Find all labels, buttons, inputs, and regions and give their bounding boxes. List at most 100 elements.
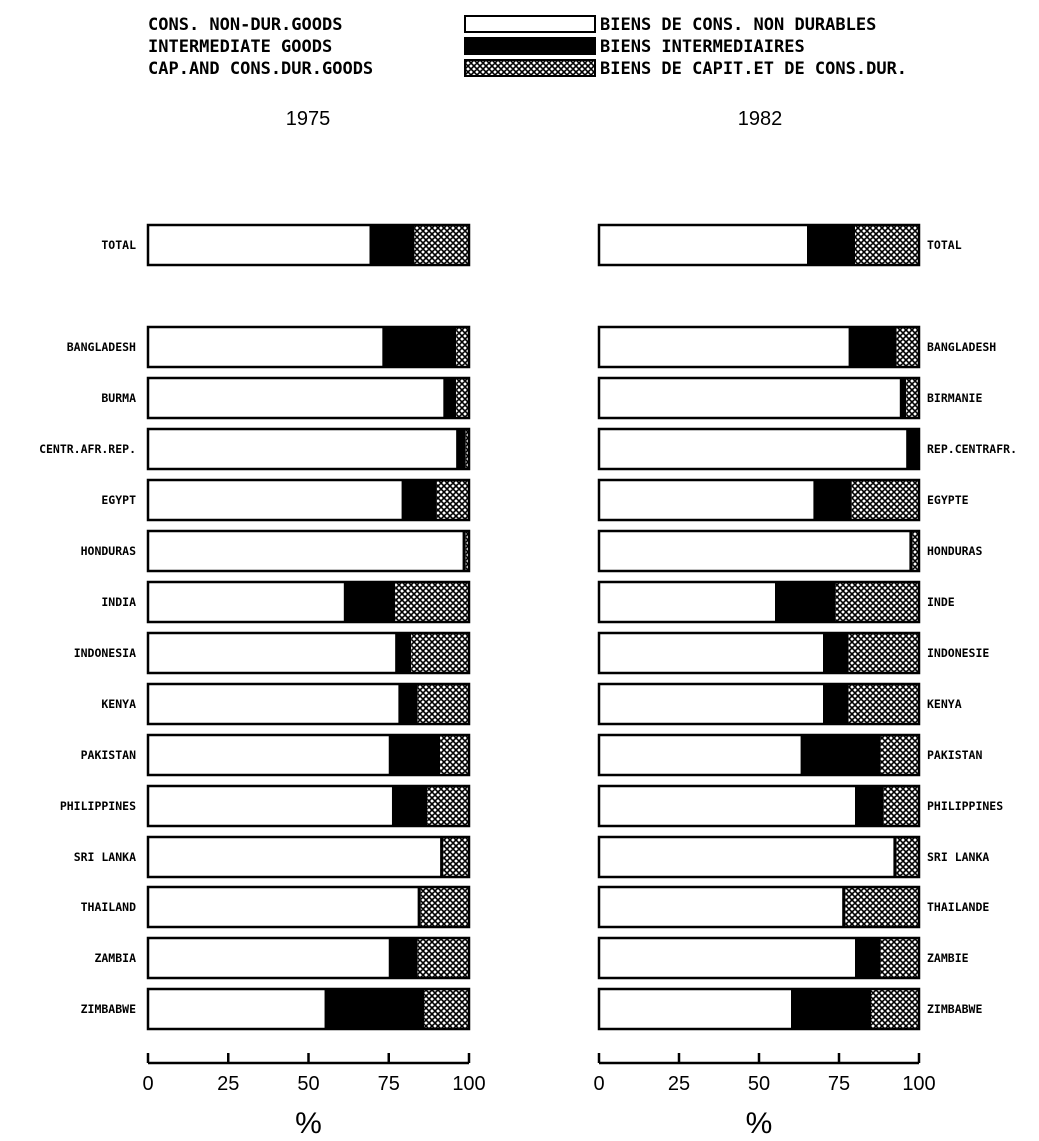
bar-segment-nondurable — [599, 684, 823, 724]
legend-label-en: INTERMEDIATE GOODS — [148, 37, 332, 57]
bar-outline — [597, 427, 921, 471]
x-tick-label: 75 — [378, 1073, 400, 1095]
category-label: BANGLADESH — [927, 340, 996, 354]
bar-segment-intermediate — [906, 429, 919, 469]
category-label: ZIMBABWE — [927, 1002, 982, 1016]
x-tick-label: 25 — [217, 1073, 239, 1095]
bar-segment-intermediate — [401, 480, 437, 520]
category-label: BURMA — [101, 391, 136, 405]
bar-outline — [597, 784, 921, 828]
x-tick-label: 0 — [142, 1073, 153, 1095]
bar-segment-nondurable — [148, 633, 396, 673]
x-tick-label: 100 — [452, 1073, 485, 1095]
category-label: REP.CENTRAFR. — [927, 442, 1017, 456]
bar-segment-nondurable — [599, 480, 814, 520]
legend: CONS. NON-DUR.GOODS BIENS DE CONS. NON D… — [148, 15, 907, 79]
bar-segment-capital — [417, 684, 469, 724]
bar-outline — [146, 885, 471, 929]
bar-segment-capital — [855, 225, 919, 265]
bar-segment-intermediate — [813, 480, 852, 520]
bar-segment-capital — [848, 684, 919, 724]
bar-segment-intermediate — [388, 938, 418, 978]
bar-outline — [146, 580, 471, 624]
bar-segment-nondurable — [148, 989, 325, 1029]
bar-segment-intermediate — [369, 225, 415, 265]
bar-outline — [146, 936, 471, 980]
chart-title-1982: 1982 — [738, 108, 783, 130]
category-label: THAILAND — [81, 900, 136, 914]
legend-item-capital: CAP.AND CONS.DUR.GOODS BIENS DE CAPIT.ET… — [148, 59, 907, 79]
category-label: PHILIPPINES — [60, 799, 136, 813]
bar-segment-capital — [880, 938, 919, 978]
bar-segment-capital — [414, 225, 469, 265]
bar-segment-capital — [420, 887, 469, 927]
bar-segment-capital — [427, 786, 469, 826]
bar-segment-nondurable — [148, 327, 383, 367]
bar-segment-intermediate — [417, 887, 421, 927]
category-label: HONDURAS — [927, 544, 982, 558]
bar-segment-nondurable — [599, 938, 855, 978]
bar-segment-capital — [395, 582, 469, 622]
bar-outline — [146, 478, 471, 522]
bar-segment-capital — [845, 887, 919, 927]
bar-segment-intermediate — [324, 989, 425, 1029]
bar-segment-nondurable — [148, 938, 389, 978]
bar-segment-nondurable — [599, 989, 791, 1029]
bar-segment-nondurable — [599, 735, 801, 775]
bar-segment-nondurable — [148, 735, 389, 775]
bar-segment-intermediate — [440, 837, 444, 877]
bar-segment-intermediate — [855, 786, 884, 826]
bar-segment-intermediate — [791, 989, 871, 1029]
legend-swatch-black — [464, 37, 596, 55]
category-label: INDONESIE — [927, 646, 989, 660]
bar-outline — [597, 835, 921, 879]
x-tick-label: 50 — [297, 1073, 319, 1095]
x-tick-label: 25 — [668, 1073, 690, 1095]
bar-segment-nondurable — [148, 887, 418, 927]
bar-segment-capital — [456, 327, 469, 367]
bar-outline — [597, 733, 921, 777]
x-tick-label: 100 — [902, 1073, 935, 1095]
bar-outline — [146, 733, 471, 777]
bar-segment-capital — [465, 531, 469, 571]
bar-segment-nondurable — [148, 480, 402, 520]
bar-segment-intermediate — [893, 837, 897, 877]
bar-segment-capital — [465, 429, 469, 469]
category-label: THAILANDE — [927, 900, 989, 914]
legend-swatch-crosshatch — [464, 59, 596, 77]
bar-segment-capital — [436, 480, 469, 520]
bar-segment-intermediate — [388, 735, 441, 775]
bar-segment-capital — [871, 989, 919, 1029]
legend-item-nondurable: CONS. NON-DUR.GOODS BIENS DE CONS. NON D… — [148, 15, 876, 35]
bar-segment-capital — [883, 786, 919, 826]
bar-segment-nondurable — [148, 786, 392, 826]
category-label: PAKISTAN — [927, 748, 982, 762]
category-label: BANGLADESH — [67, 340, 136, 354]
bar-segment-nondurable — [148, 429, 457, 469]
category-label: TOTAL — [101, 238, 136, 252]
category-label: ZAMBIE — [927, 951, 969, 965]
bar-outline — [146, 325, 471, 369]
chart-panel-1982: TOTAL BANGLADESH BIRMANIE REP.CENTRAFR. EGYP… — [593, 223, 1017, 1140]
category-label: PHILIPPINES — [927, 799, 1003, 813]
bar-outline — [597, 885, 921, 929]
bar-outline — [146, 223, 471, 267]
bar-segment-intermediate — [823, 684, 849, 724]
category-label: CENTR.AFR.REP. — [39, 442, 136, 456]
legend-label-en: CONS. NON-DUR.GOODS — [148, 15, 342, 35]
category-label: HONDURAS — [81, 544, 136, 558]
bar-segment-nondurable — [599, 786, 855, 826]
bar-segment-nondurable — [599, 225, 807, 265]
bar-outline — [146, 427, 471, 471]
x-axis-label: % — [746, 1107, 773, 1140]
legend-label-fr: BIENS DE CONS. NON DURABLES — [600, 15, 876, 35]
x-tick-label: 75 — [828, 1073, 850, 1095]
bar-segment-nondurable — [148, 378, 444, 418]
bar-segment-intermediate — [775, 582, 836, 622]
category-label: BIRMANIE — [927, 391, 982, 405]
bar-outline — [597, 223, 921, 267]
bar-segment-intermediate — [823, 633, 849, 673]
bar-segment-nondurable — [599, 531, 910, 571]
bar-segment-capital — [443, 837, 469, 877]
bar-segment-intermediate — [848, 327, 897, 367]
